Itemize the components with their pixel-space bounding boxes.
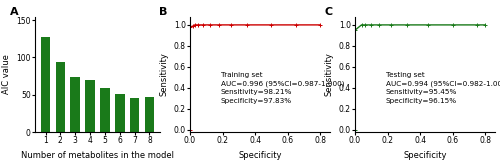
Bar — [85, 80, 95, 132]
Bar — [100, 88, 110, 132]
Y-axis label: AIC value: AIC value — [2, 54, 11, 94]
Text: A: A — [10, 7, 18, 17]
Y-axis label: Sensitivity: Sensitivity — [159, 52, 168, 96]
Bar — [115, 94, 124, 132]
Text: B: B — [159, 7, 168, 17]
Bar — [130, 99, 140, 132]
X-axis label: Specificity: Specificity — [403, 151, 447, 160]
Bar — [70, 77, 80, 132]
X-axis label: Number of metabolites in the model: Number of metabolites in the model — [21, 151, 174, 160]
Bar — [56, 62, 65, 132]
Text: C: C — [324, 7, 332, 17]
X-axis label: Specificity: Specificity — [238, 151, 282, 160]
Text: Testing set
AUC=0.994 (95%CI=0.982-1.000)
Sensitivity=95.45%
Specificity=96.15%: Testing set AUC=0.994 (95%CI=0.982-1.000… — [386, 72, 500, 104]
Bar — [144, 97, 154, 132]
Bar — [40, 37, 50, 132]
Y-axis label: Sensitivity: Sensitivity — [324, 52, 333, 96]
Text: Training set
AUC=0.996 (95%CI=0.987-1.000)
Sensitivity=98.21%
Specificity=97.83%: Training set AUC=0.996 (95%CI=0.987-1.00… — [221, 72, 344, 104]
